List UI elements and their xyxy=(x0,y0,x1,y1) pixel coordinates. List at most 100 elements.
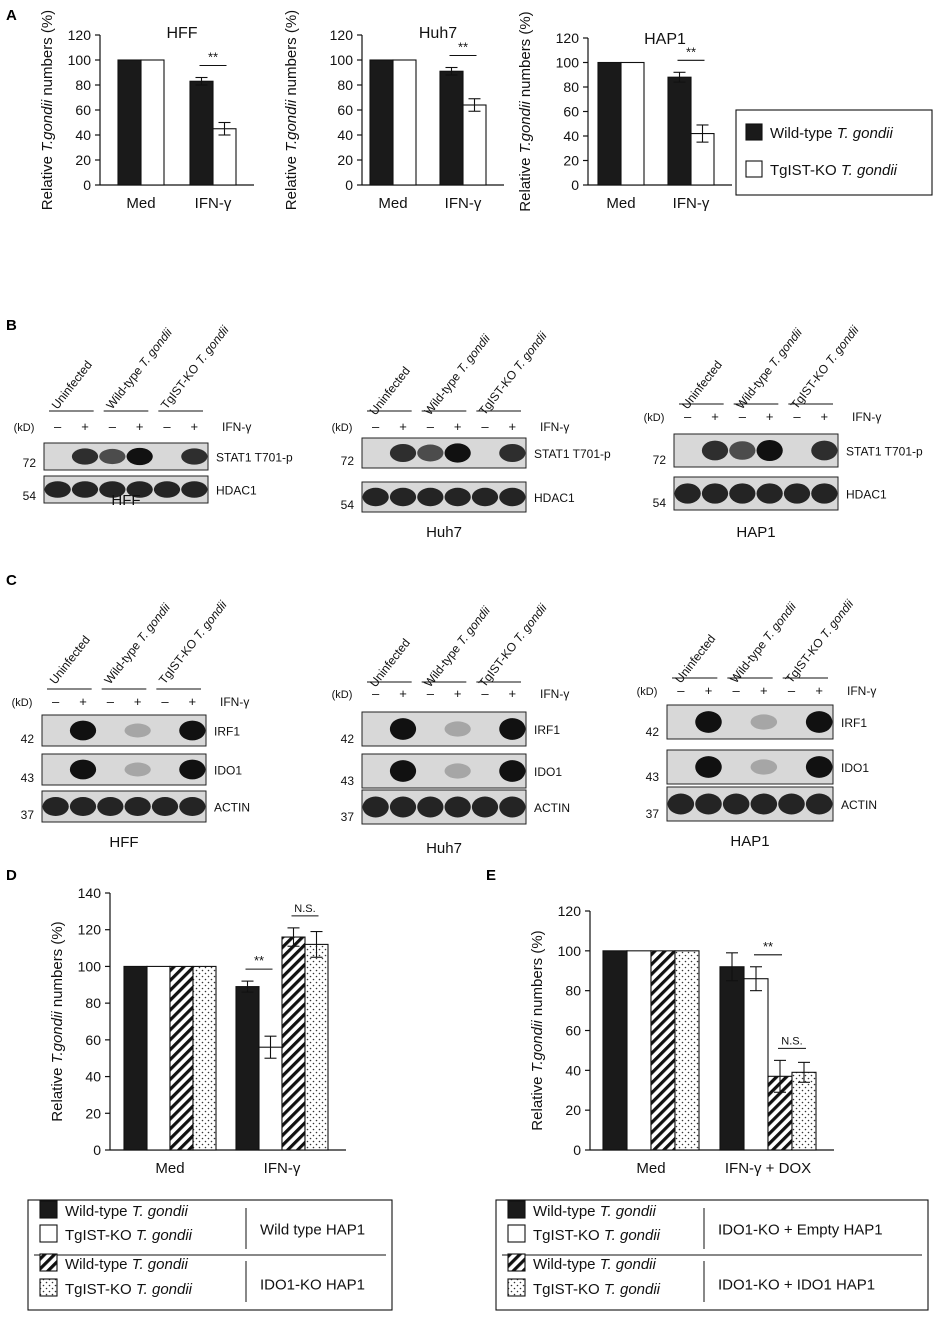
plus-sign: + xyxy=(711,409,719,424)
band-strip xyxy=(43,442,209,471)
legend-a: Wild-type T. gondii TgIST-KO T. gondii xyxy=(735,109,933,196)
ifn-label: IFN-γ xyxy=(847,684,876,698)
chart-a-hff: 0 20 40 60 80 100 120 Relative T.gondii numbers… xyxy=(39,10,254,212)
band-label: IRF1 xyxy=(214,725,240,739)
bar xyxy=(719,966,745,1151)
band xyxy=(811,483,838,504)
chart-title: HFF xyxy=(166,25,197,42)
minus-sign: – xyxy=(109,419,117,434)
band-label: IRF1 xyxy=(841,716,867,730)
significance-mark: ** xyxy=(254,953,264,968)
mw-marker: 42 xyxy=(341,732,355,746)
ns-mark: N.S. xyxy=(294,903,315,915)
band xyxy=(99,448,126,465)
band xyxy=(99,481,126,498)
kd-label: (kD) xyxy=(644,412,665,424)
legend-e: Wild-type T. gondii TgIST-KO T. gondii Wil… xyxy=(495,1199,929,1311)
x-category-label: Med xyxy=(155,1160,184,1177)
band-strip xyxy=(361,789,527,825)
legend-swatch xyxy=(507,1224,526,1243)
y-tick-label: 80 xyxy=(85,995,101,1011)
y-tick-label: 40 xyxy=(75,127,91,143)
band xyxy=(667,793,695,815)
plus-sign: + xyxy=(136,419,144,434)
panel-label-d: D xyxy=(6,867,17,884)
band xyxy=(389,443,417,463)
y-tick-label: 100 xyxy=(556,55,580,71)
y-tick-label: 40 xyxy=(565,1062,581,1078)
x-category-label: Med xyxy=(606,195,635,212)
blot-c-hap1: Uninfected– +Wild-type T. gondii– +TgIST-K… xyxy=(637,597,877,850)
mw-marker: 42 xyxy=(646,725,660,739)
bar xyxy=(439,70,464,186)
band xyxy=(124,762,151,777)
bar xyxy=(650,950,676,1151)
blot-c-huh7: Uninfected– +Wild-type T. gondii– +TgIST-K… xyxy=(332,601,570,857)
band xyxy=(805,756,833,778)
y-tick-label: 120 xyxy=(330,27,354,43)
y-axis-label: Relative T.gondii numbers (%) xyxy=(283,10,300,210)
band xyxy=(69,720,97,741)
western-blots: Uninfected– +Wild-type T. gondii– +TgIST-K… xyxy=(12,323,923,857)
x-category-label: IFN-γ xyxy=(445,195,482,212)
legend-entry: TgIST-KO T. gondii xyxy=(65,1227,193,1244)
band-strip xyxy=(666,704,834,740)
band xyxy=(389,796,417,818)
minus-sign: – xyxy=(427,686,435,701)
legend-swatch xyxy=(507,1278,526,1297)
band-strip xyxy=(673,433,839,468)
band xyxy=(71,481,99,498)
blot-b-hff: Uninfected– +Wild-type T. gondii– +TgIST-K… xyxy=(14,323,293,509)
band-strip xyxy=(41,790,207,823)
band xyxy=(783,483,811,504)
band-strip xyxy=(41,714,207,747)
plus-sign: + xyxy=(766,409,774,424)
plus-sign: + xyxy=(454,686,462,701)
band xyxy=(811,440,838,461)
y-axis-label: Relative T.gondii numbers (%) xyxy=(39,10,56,210)
band-label: HDAC1 xyxy=(846,488,887,502)
x-category-label: IFN-γ + DOX xyxy=(725,1160,811,1177)
minus-sign: – xyxy=(677,683,685,698)
y-tick-label: 60 xyxy=(563,104,579,120)
band-strip xyxy=(666,786,834,822)
band xyxy=(444,487,471,507)
cell-line-label: HFF xyxy=(109,834,138,851)
band xyxy=(674,483,701,504)
plus-sign: + xyxy=(191,419,199,434)
band xyxy=(444,721,471,737)
minus-sign: – xyxy=(481,686,489,701)
y-tick-label: 120 xyxy=(558,903,582,919)
minus-sign: – xyxy=(739,409,747,424)
band xyxy=(124,723,151,738)
band xyxy=(126,481,153,498)
y-tick-label: 100 xyxy=(78,958,102,974)
y-tick-label: 140 xyxy=(78,885,102,901)
minus-sign: – xyxy=(372,686,380,701)
mw-marker: 43 xyxy=(341,774,355,788)
band xyxy=(729,441,756,460)
plus-sign: + xyxy=(134,694,142,709)
band xyxy=(124,796,151,817)
plus-sign: + xyxy=(815,683,823,698)
plus-sign: + xyxy=(79,694,87,709)
legend-group-label: IDO1-KO + Empty HAP1 xyxy=(718,1222,883,1239)
band xyxy=(389,718,417,740)
x-category-label: Med xyxy=(126,195,155,212)
y-tick-label: 0 xyxy=(345,177,353,193)
y-tick-label: 100 xyxy=(330,52,354,68)
plus-sign: + xyxy=(509,419,517,434)
bar xyxy=(597,61,622,186)
bar xyxy=(258,1046,283,1151)
band xyxy=(151,796,179,817)
minus-sign: – xyxy=(481,419,489,434)
significance-mark: ** xyxy=(458,40,468,55)
band xyxy=(499,718,526,740)
y-tick-label: 80 xyxy=(337,77,353,93)
kd-label: (kD) xyxy=(14,422,35,434)
band xyxy=(179,720,206,741)
band-strip xyxy=(673,476,839,511)
plus-sign: + xyxy=(454,419,462,434)
bar xyxy=(620,61,645,186)
legend-swatch xyxy=(507,1200,526,1219)
